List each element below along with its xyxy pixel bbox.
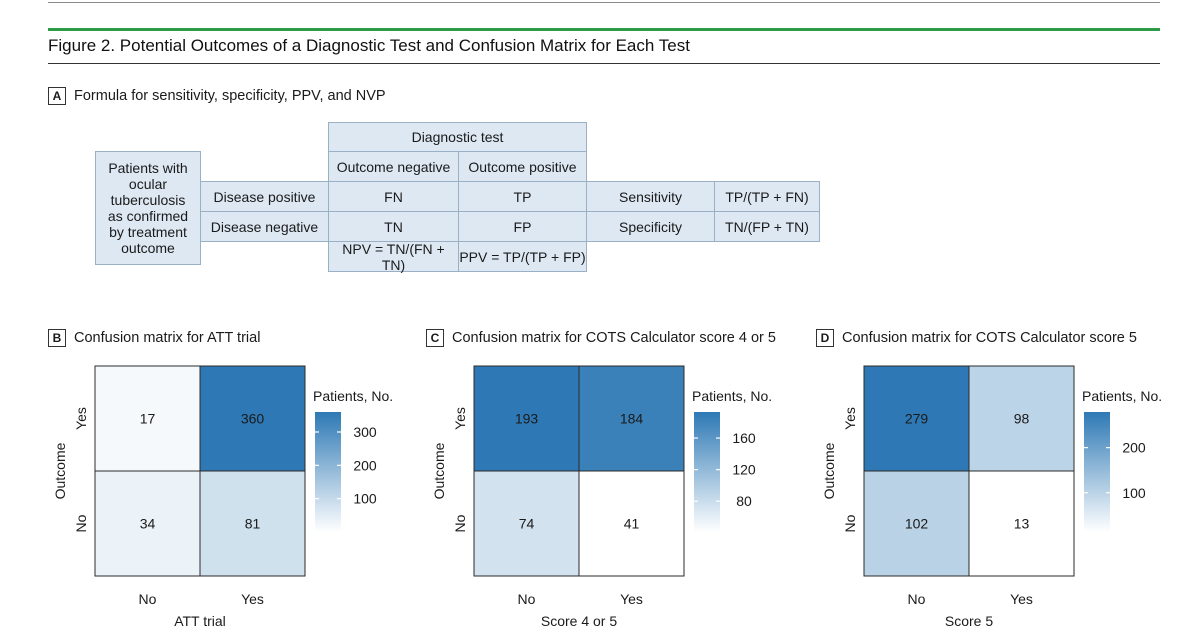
npv-formula: NPV = TN/(FN + TN) (328, 241, 459, 273)
panel-d-heading: D Confusion matrix for COTS Calculator s… (816, 329, 1137, 347)
heatmap-d-value-0-0: 279 (905, 411, 929, 427)
heatmap-c-cell-1-1 (579, 471, 684, 576)
heatmap-c-value-1-1: 41 (624, 516, 640, 532)
heatmap-c-ytick-0: Yes (452, 407, 468, 430)
figure-title: Figure 2. Potential Outcomes of a Diagno… (48, 36, 690, 55)
heatmap-d-legend-title: Patients, No. (1082, 388, 1162, 404)
heatmap-c-ylabel: Outcome (431, 442, 447, 499)
heatmap-c-value-0-1: 184 (620, 411, 644, 427)
specificity-formula: TN/(FP + TN) (714, 211, 820, 242)
heatmap-d-cell-1-0 (864, 471, 969, 576)
panel-c-heading: C Confusion matrix for COTS Calculator s… (426, 329, 776, 347)
heatmap-c-cell-0-1 (579, 366, 684, 471)
heatmap-b-ytick-0: Yes (73, 407, 89, 430)
heatmap-d-ytick-0: Yes (842, 407, 858, 430)
heatmap-b-legend-label-1: 200 (353, 457, 377, 473)
panel-d-letter: D (816, 329, 834, 347)
green-rule (48, 28, 1160, 31)
top-rule (48, 2, 1160, 3)
panel-d-title: Confusion matrix for COTS Calculator sco… (842, 330, 1137, 346)
sensitivity-formula: TP/(TP + FN) (714, 181, 820, 212)
fn-cell: FN (328, 181, 459, 212)
heatmap-d-xtick-1: Yes (1010, 591, 1033, 607)
heatmap-d-cell-1-1 (969, 471, 1074, 576)
disease-positive-label: Disease positive (200, 181, 329, 212)
heatmap-b-xlabel: ATT trial (174, 613, 226, 629)
heatmap-d-ytick-1: No (842, 514, 858, 532)
heatmap-d-legend-label-1: 100 (1122, 485, 1146, 501)
heatmap-c-legend-title: Patients, No. (692, 388, 772, 404)
panel-b-title: Confusion matrix for ATT trial (74, 330, 261, 346)
heatmap-b-value-0-1: 360 (241, 411, 265, 427)
heatmap-b-cell-0-1 (200, 366, 305, 471)
heatmap-b-legend-bar (315, 412, 341, 532)
heatmap-b-value-1-1: 81 (245, 516, 261, 532)
heatmap-b-value-1-0: 34 (140, 516, 156, 532)
heatmap-c-xlabel: Score 4 or 5 (541, 613, 617, 629)
panel-b-letter: B (48, 329, 66, 347)
specificity-label: Specificity (586, 211, 715, 242)
outcome-negative-header: Outcome negative (328, 151, 459, 182)
panel-c-title: Confusion matrix for COTS Calculator sco… (452, 330, 776, 346)
panel-a-heading: A Formula for sensitivity, specificity, … (48, 87, 386, 105)
heatmap-b-cell-1-1 (200, 471, 305, 576)
heatmap-c-xtick-0: No (518, 591, 536, 607)
heatmap-d-value-1-1: 13 (1014, 516, 1030, 532)
heatmap-c-value-0-0: 193 (515, 411, 539, 427)
heatmap-d-legend-bar (1084, 412, 1110, 532)
panel-a-letter: A (48, 87, 66, 105)
panel-c-letter: C (426, 329, 444, 347)
heatmap-d-value-0-1: 98 (1014, 411, 1030, 427)
heatmap-c-cell-0-0 (474, 366, 579, 471)
heatmap-d-ylabel: Outcome (821, 442, 837, 499)
title-rule (48, 63, 1160, 64)
heatmap-c-ytick-1: No (452, 514, 468, 532)
heatmap-c-legend-label-1: 120 (732, 462, 756, 478)
tp-cell: TP (458, 181, 587, 212)
heatmap-c-legend-label-0: 160 (732, 430, 756, 446)
panel-b-heading: B Confusion matrix for ATT trial (48, 329, 260, 347)
heatmap-b-cell-0-0 (95, 366, 200, 471)
heatmap-c-legend-bar (694, 412, 720, 532)
heatmap-c-xtick-1: Yes (620, 591, 643, 607)
heatmap-b-ytick-1: No (73, 514, 89, 532)
heatmap-d-value-1-0: 102 (905, 516, 929, 532)
heatmap-b-legend-label-2: 100 (353, 491, 377, 507)
ppv-formula: PPV = TP/(TP + FP) (458, 241, 587, 272)
heatmap-c-legend-label-2: 80 (736, 493, 752, 509)
heatmap-b-xtick-0: No (139, 591, 157, 607)
heatmap-b-legend-title: Patients, No. (313, 388, 393, 404)
heatmap-d-xlabel: Score 5 (945, 613, 993, 629)
panel-a-title: Formula for sensitivity, specificity, PP… (74, 88, 386, 104)
heatmap-c-cell-1-0 (474, 471, 579, 576)
heatmap-c-value-1-0: 74 (519, 516, 535, 532)
heatmap-b-cell-1-0 (95, 471, 200, 576)
heatmap-d-cell-0-0 (864, 366, 969, 471)
heatmap-d-cell-0-1 (969, 366, 1074, 471)
heatmap-d-legend-label-0: 200 (1122, 440, 1146, 456)
heatmap-d-xtick-0: No (908, 591, 926, 607)
heatmap-b-xtick-1: Yes (241, 591, 264, 607)
disease-negative-label: Disease negative (200, 211, 329, 242)
patients-row-label: Patients with ocular tuberculosis as con… (95, 151, 201, 265)
heatmap-b-value-0-0: 17 (140, 411, 156, 427)
heatmap-b-legend-label-0: 300 (353, 424, 377, 440)
heatmap-b-ylabel: Outcome (52, 442, 68, 499)
